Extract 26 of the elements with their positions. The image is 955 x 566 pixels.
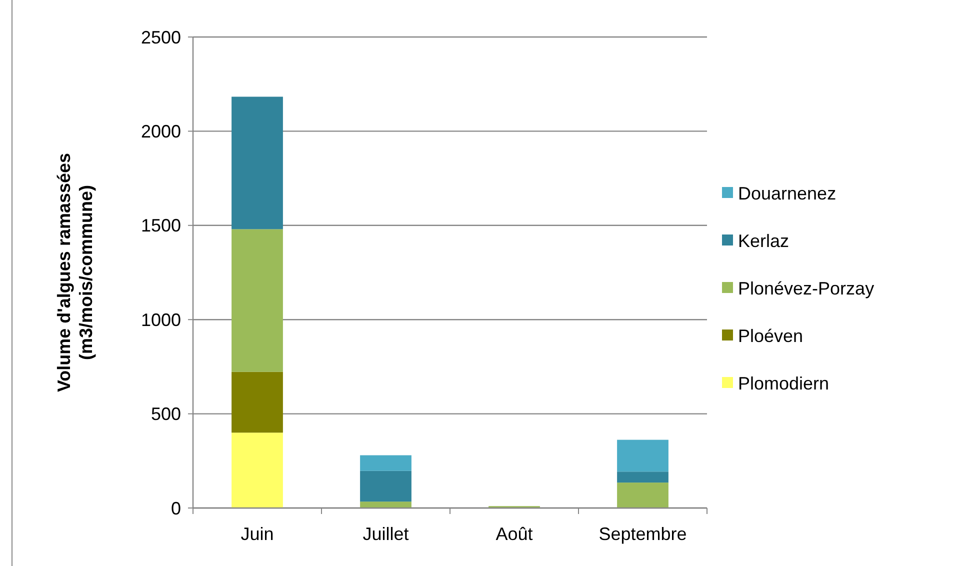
legend-label: Douarnenez bbox=[738, 183, 836, 204]
x-tick-label: Septembre bbox=[598, 524, 687, 544]
y-tick-label: 0 bbox=[170, 498, 181, 518]
bar bbox=[232, 432, 283, 508]
legend-label: Plonévez-Porzay bbox=[738, 278, 874, 298]
y-tick-label: 1000 bbox=[140, 310, 181, 330]
y-tick-label: 2500 bbox=[140, 27, 181, 48]
bar bbox=[360, 470, 412, 502]
bar bbox=[617, 472, 668, 483]
bar bbox=[617, 440, 668, 472]
y-axis-title: Volume d'algues ramassées (m3/mois/commune) bbox=[54, 152, 96, 392]
y-tick-label: 500 bbox=[150, 404, 181, 424]
y-tick-label: 1500 bbox=[140, 216, 181, 236]
x-tick-label: Juillet bbox=[362, 524, 409, 544]
x-tick-label: Août bbox=[496, 524, 533, 544]
bar bbox=[232, 372, 283, 433]
bar bbox=[360, 455, 412, 471]
legend-label: Ploéven bbox=[738, 326, 804, 346]
y-tick-label: 2000 bbox=[140, 122, 181, 142]
legend-label: Plomodiern bbox=[738, 373, 830, 394]
bar bbox=[232, 229, 283, 372]
bar bbox=[232, 96, 283, 230]
bar bbox=[360, 502, 412, 508]
legend-label: Kerlaz bbox=[738, 230, 790, 251]
x-tick-label: Juin bbox=[240, 524, 274, 544]
bar bbox=[617, 482, 668, 508]
